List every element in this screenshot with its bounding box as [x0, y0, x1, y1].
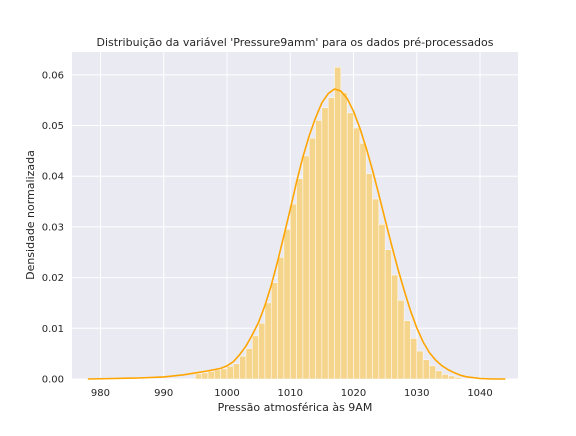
histogram-bar	[277, 257, 285, 380]
histogram-bar	[372, 198, 380, 380]
histogram-bar	[403, 320, 411, 380]
histogram-bar	[233, 363, 240, 380]
histogram-bar	[315, 120, 323, 380]
histogram-bar	[270, 282, 278, 380]
histogram-bar	[321, 107, 329, 380]
x-tick-label: 1040	[467, 388, 492, 399]
histogram-bar	[289, 203, 297, 380]
histogram-bar	[220, 368, 228, 380]
histogram-bar	[308, 137, 316, 380]
y-tick-label: 0.04	[42, 172, 64, 183]
chart-title: Distribuição da variável 'Pressure9amm' …	[96, 36, 493, 49]
histogram-bar	[245, 348, 253, 380]
histogram-bar	[378, 224, 386, 380]
histogram-bar	[429, 365, 437, 380]
histogram-bar	[365, 173, 373, 380]
x-tick-label: 980	[91, 388, 110, 399]
histogram-bar	[391, 274, 399, 380]
histogram-bar	[251, 335, 259, 380]
x-tick-label: 1000	[214, 388, 239, 399]
histogram-bar	[258, 322, 266, 380]
y-tick-label: 0.03	[42, 222, 64, 233]
histogram-bar	[454, 377, 462, 380]
y-tick-label: 0.06	[42, 70, 64, 81]
histogram-bar	[410, 338, 418, 380]
histogram-bar	[264, 302, 272, 380]
histogram-bar	[416, 350, 424, 380]
histogram-bar	[296, 178, 304, 380]
y-tick-label: 0.02	[42, 273, 64, 284]
histogram-bar	[435, 370, 443, 380]
histogram-bar	[448, 375, 456, 380]
histogram-bar	[214, 369, 221, 380]
histogram-bar	[226, 366, 234, 380]
y-tick-label: 0.05	[42, 121, 64, 132]
x-tick-label: 1020	[341, 388, 366, 399]
histogram-bar	[195, 373, 202, 380]
kde-curve	[87, 88, 506, 380]
histogram-bar	[334, 66, 342, 380]
histogram-bar	[441, 374, 449, 380]
histogram-bar	[359, 142, 367, 380]
y-tick-label: 0.00	[42, 375, 64, 386]
histogram-bar	[207, 371, 215, 380]
kde-curve-layer	[87, 88, 506, 380]
histogram-bar	[239, 355, 247, 380]
histogram-bar	[201, 372, 209, 380]
x-tick-label: 1010	[278, 388, 303, 399]
histogram-bar	[302, 155, 310, 380]
x-axis-label: Pressão atmosférica às 9AM	[218, 401, 373, 414]
histogram-bar	[340, 92, 348, 380]
x-tick-label: 990	[154, 388, 173, 399]
histogram-bar	[346, 112, 354, 380]
histogram-bars	[195, 66, 462, 380]
histogram-bar	[327, 97, 335, 380]
y-axis-label: Densidade normalizada	[24, 150, 37, 280]
x-tick-label: 1030	[404, 388, 429, 399]
tick-labels: 980 990 1000 1010 1020 1030 1040 0.00 0.01 0.02 0.…	[42, 70, 493, 399]
histogram-bar	[422, 359, 430, 380]
histogram-bar	[384, 249, 392, 380]
histogram-bar	[283, 229, 291, 380]
histogram-bar	[353, 127, 361, 380]
histogram-bar	[397, 300, 405, 380]
y-tick-label: 0.01	[42, 324, 64, 335]
